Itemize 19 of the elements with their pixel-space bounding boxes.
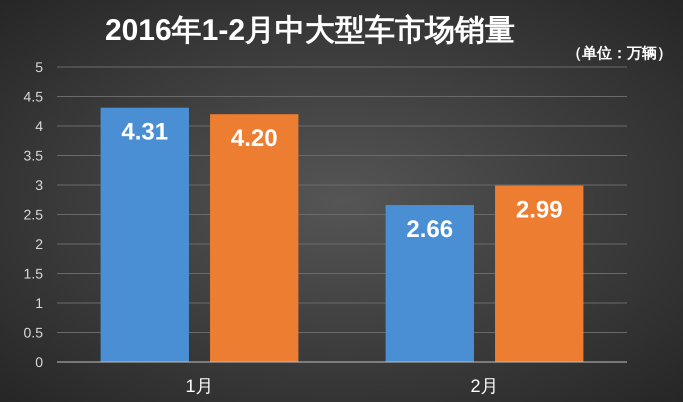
- data-label: 2.99: [516, 196, 563, 224]
- y-tick-label: 1.5: [24, 266, 44, 282]
- y-tick-label: 3: [35, 177, 44, 193]
- y-tick-label: 0: [35, 354, 44, 370]
- y-tick-label: 2: [35, 236, 44, 252]
- text: （单位：万辆）: [567, 45, 672, 62]
- data-label: 4.31: [121, 118, 168, 146]
- chart-title: 2016年1-2月中大型车市场销量: [104, 13, 516, 47]
- x-tick-label: 2月: [470, 376, 499, 396]
- data-label: 4.20: [230, 125, 278, 152]
- y-tick-label: 4.5: [24, 88, 44, 104]
- y-tick-label: 1: [35, 295, 44, 311]
- y-tick-label: 3.5: [24, 148, 44, 164]
- y-tick-label: 4: [35, 118, 44, 134]
- y-tick-label: 2.5: [24, 206, 44, 222]
- data-label: 2.66: [406, 216, 454, 244]
- y-tick-label: 5: [35, 59, 44, 75]
- y-tick-label: 0.5: [24, 324, 44, 340]
- x-tick-label: 1月: [185, 376, 214, 396]
